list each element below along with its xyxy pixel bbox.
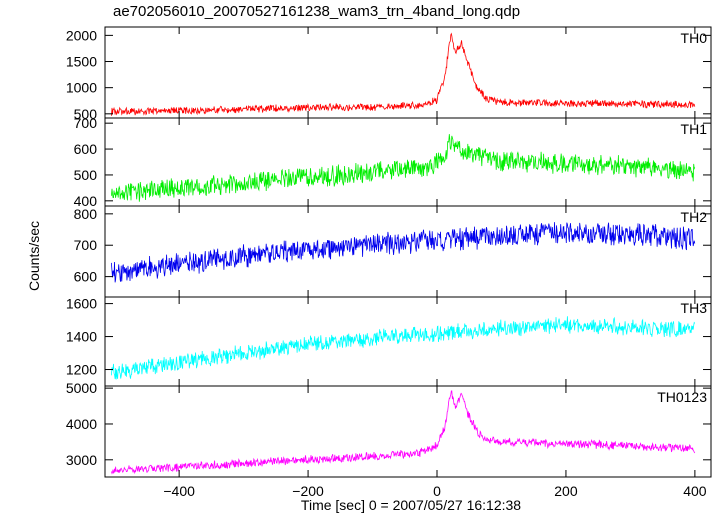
series-line-th0 xyxy=(111,32,696,116)
series-line-th1 xyxy=(111,134,696,202)
x-tick-label: −400 xyxy=(163,483,195,499)
x-tick-label: 200 xyxy=(554,483,578,499)
y-tick-label: 1200 xyxy=(66,362,97,378)
panel-frame-th0123 xyxy=(104,385,712,478)
y-tick-label: 3000 xyxy=(66,452,97,468)
panel-th3: 1200 1400 1600 TH3 xyxy=(66,296,712,387)
panel-th0: 500 1000 1500 2000 TH0 xyxy=(66,26,712,122)
y-tick-label: 400 xyxy=(74,193,98,209)
y-tick-label: 1400 xyxy=(66,329,97,345)
y-tick-label: 1000 xyxy=(66,80,97,96)
x-axis-label: Time [sec] 0 = 2007/05/27 16:12:38 xyxy=(300,497,522,513)
y-tick-label: 700 xyxy=(74,237,98,253)
y-tick-label: 800 xyxy=(74,206,98,222)
panel-label-th0123: TH0123 xyxy=(657,389,707,405)
x-tick-label: 0 xyxy=(433,483,441,499)
panel-label-th3: TH3 xyxy=(681,300,708,316)
panel-frame-th2 xyxy=(104,205,712,298)
y-tick-label: 700 xyxy=(74,115,98,131)
y-tick-label: 1500 xyxy=(66,54,97,70)
panel-label-th1: TH1 xyxy=(681,121,708,137)
series-line-th3 xyxy=(111,316,696,380)
chart-title: ae702056010_20070527161238_wam3_trn_4ban… xyxy=(113,3,521,20)
y-tick-label: 500 xyxy=(74,106,98,122)
panel-th0123: 3000 4000 5000 TH0123 xyxy=(66,380,712,478)
series-line-th2 xyxy=(111,222,696,283)
y-axis-label: Counts/sec xyxy=(26,220,42,292)
y-tick-label: 4000 xyxy=(66,416,97,432)
panel-th1: 400 500 600 700 TH1 xyxy=(74,115,712,209)
y-tick-label: 600 xyxy=(74,269,98,285)
y-tick-label: 500 xyxy=(74,167,98,183)
series-line-th0123 xyxy=(111,390,696,475)
y-tick-label: 5000 xyxy=(66,380,97,396)
y-tick-label: 1600 xyxy=(66,296,97,312)
y-tick-label: 600 xyxy=(74,141,98,157)
panel-th2: 600 700 800 TH2 xyxy=(74,205,712,298)
x-tick-label: −200 xyxy=(292,483,324,499)
panel-frame-th3 xyxy=(104,296,712,387)
x-tick-label: 400 xyxy=(683,483,707,499)
panel-label-th0: TH0 xyxy=(681,30,708,46)
y-tick-label: 2000 xyxy=(66,27,97,43)
panel-label-th2: TH2 xyxy=(681,209,708,225)
